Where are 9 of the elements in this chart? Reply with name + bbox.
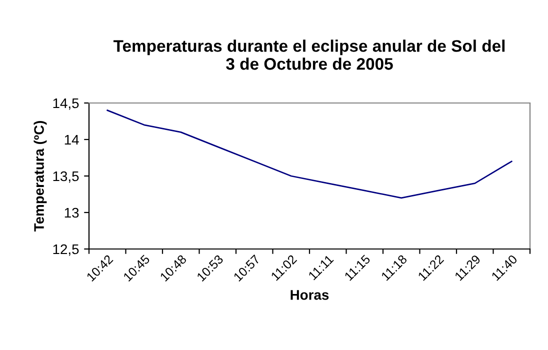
chart-title: Temperaturas durante el eclipse anular de Sol del 3 de Octubre de 2005 xyxy=(113,40,505,70)
line-series xyxy=(106,110,512,199)
y-tick-label: 13,5 xyxy=(53,171,79,183)
y-tick-label: 12,5 xyxy=(53,244,79,256)
y-tick-label: 14 xyxy=(64,134,79,145)
y-axis-title: Temperatura (ºC) xyxy=(34,121,47,232)
x-axis-title: Horas xyxy=(290,290,329,300)
y-tick-label: 13 xyxy=(64,208,79,218)
y-tick-label: 14,5 xyxy=(53,98,79,110)
